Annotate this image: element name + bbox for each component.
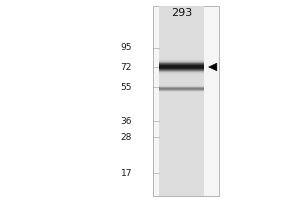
Text: 72: 72 [121, 62, 132, 72]
Bar [159, 66, 204, 67]
Bar [159, 74, 204, 75]
Bar [159, 64, 204, 65]
Bar [159, 72, 204, 73]
Bar [159, 90, 204, 91]
Bar [159, 71, 204, 72]
Bar [159, 63, 204, 64]
Bar [159, 88, 204, 89]
Bar [159, 87, 204, 88]
Bar [159, 60, 204, 61]
Bar [159, 90, 204, 91]
Text: 55: 55 [121, 83, 132, 92]
Bar [159, 86, 204, 87]
Bar [159, 71, 204, 72]
Bar [159, 68, 204, 69]
Bar [159, 61, 204, 62]
Bar [159, 61, 204, 62]
Bar [159, 88, 204, 89]
Text: 17: 17 [121, 168, 132, 178]
Bar [159, 73, 204, 74]
Bar [159, 62, 204, 63]
Bar [159, 60, 204, 61]
Bar [153, 6, 219, 196]
Bar [159, 68, 204, 69]
Bar [159, 65, 204, 66]
Bar [159, 70, 204, 71]
Bar [159, 66, 204, 67]
Bar [159, 63, 204, 64]
Bar [159, 59, 204, 60]
Bar [159, 67, 204, 68]
Bar [159, 73, 204, 74]
Bar [159, 85, 204, 86]
Bar [159, 85, 204, 86]
Text: 293: 293 [171, 8, 192, 18]
Text: 36: 36 [121, 116, 132, 126]
Bar [159, 69, 204, 70]
Bar [159, 87, 204, 88]
Bar [159, 64, 204, 65]
Bar [159, 91, 204, 92]
Bar [159, 67, 204, 68]
Bar [159, 86, 204, 87]
Bar [159, 65, 204, 66]
Bar [159, 69, 204, 70]
Polygon shape [208, 63, 217, 71]
Bar [159, 6, 204, 196]
Bar [159, 92, 204, 93]
Text: 28: 28 [121, 132, 132, 142]
Text: 95: 95 [121, 44, 132, 52]
Bar [159, 89, 204, 90]
Bar [159, 59, 204, 60]
Bar [159, 91, 204, 92]
Bar [159, 89, 204, 90]
Bar [159, 70, 204, 71]
Bar [159, 72, 204, 73]
Bar [159, 62, 204, 63]
